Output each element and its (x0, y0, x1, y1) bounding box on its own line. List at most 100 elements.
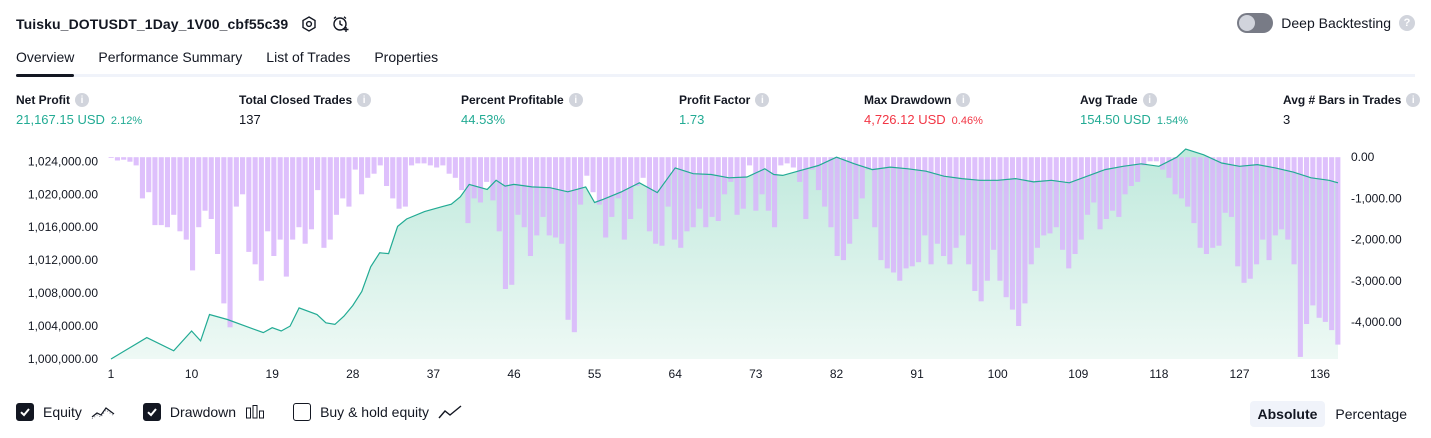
drawdown-bar (402, 157, 408, 207)
drawdown-bar (740, 157, 746, 209)
drawdown-bar (815, 157, 821, 191)
metric-value: 44.53% (461, 112, 506, 127)
drawdown-bar (784, 157, 790, 164)
legend-equity[interactable]: Equity (16, 403, 115, 421)
info-icon[interactable]: i (755, 93, 770, 107)
metric-label: Percent Profitable (461, 93, 564, 107)
drawdown-bars-icon (246, 405, 265, 419)
drawdown-bar (941, 157, 947, 256)
metric-percent: 1.54% (1156, 115, 1189, 127)
add-alert-clock-icon[interactable] (330, 13, 352, 35)
drawdown-bar (415, 157, 421, 164)
drawdown-bar (709, 157, 715, 217)
drawdown-bar (659, 157, 665, 246)
drawdown-bar (1228, 157, 1234, 217)
drawdown-bar (1291, 157, 1297, 265)
info-icon[interactable]: i (568, 93, 583, 107)
drawdown-bar (634, 157, 640, 186)
legend-drawdown[interactable]: Drawdown (142, 403, 265, 421)
drawdown-bar (1322, 157, 1328, 322)
drawdown-bar (346, 157, 352, 207)
settings-gear-icon[interactable] (298, 13, 320, 35)
drawdown-bar (190, 157, 196, 271)
info-icon[interactable]: i (75, 93, 89, 107)
drawdown-bar (1078, 157, 1084, 240)
drawdown-bar (640, 157, 646, 178)
metric-value: 4,726.12 USD (864, 112, 946, 127)
drawdown-bar (609, 157, 615, 217)
drawdown-bar (878, 157, 884, 261)
drawdown-bar (790, 157, 796, 168)
percentage-button[interactable]: Percentage (1335, 406, 1407, 422)
drawdown-bar (553, 157, 559, 238)
drawdown-bar (1047, 157, 1053, 234)
x-axis-tick-label: 55 (588, 367, 602, 381)
x-axis-tick-label: 100 (988, 367, 1008, 381)
help-icon[interactable]: ? (1399, 15, 1415, 31)
drawdown-bar (703, 157, 709, 228)
buy-hold-checkbox[interactable] (293, 403, 312, 421)
strategy-header: Tuisku_DOTUSDT_1Day_1V00_cbf55c39 (16, 12, 352, 36)
drawdown-bar (765, 157, 771, 211)
drawdown-bar (916, 157, 922, 263)
info-icon[interactable]: i (357, 93, 372, 107)
x-axis-tick-label: 91 (910, 367, 924, 381)
drawdown-bar (584, 157, 590, 176)
drawdown-bar (1260, 157, 1266, 240)
x-axis-tick-label: 127 (1229, 367, 1249, 381)
drawdown-bar (997, 157, 1003, 281)
drawdown-bar (972, 157, 978, 291)
absolute-button[interactable]: Absolute (1249, 401, 1326, 427)
left-axis-tick-label: 1,020,000.00 (28, 187, 98, 201)
drawdown-bar (1304, 157, 1310, 324)
drawdown-bar (177, 157, 183, 232)
right-axis-tick-label: -4,000.00 (1351, 315, 1402, 329)
drawdown-bar (352, 157, 358, 170)
drawdown-bar (490, 157, 496, 201)
info-icon[interactable]: i (1142, 93, 1157, 107)
tab-list-of-trades[interactable]: List of Trades (266, 49, 351, 65)
drawdown-bar (527, 157, 533, 256)
equity-checkbox[interactable] (16, 403, 34, 421)
info-icon[interactable]: i (956, 93, 971, 107)
metric-label: Avg # Bars in Trades (1283, 93, 1402, 107)
drawdown-bar (296, 157, 302, 228)
legend-buy-hold[interactable]: Buy & hold equity (293, 403, 462, 421)
drawdown-bar (1003, 157, 1009, 298)
drawdown-bar (390, 157, 396, 199)
drawdown-bar (1147, 157, 1153, 162)
legend-equity-label: Equity (43, 404, 82, 420)
drawdown-bar (1053, 157, 1059, 228)
toggle-knob (1239, 15, 1256, 31)
drawdown-bar (227, 157, 233, 328)
drawdown-bar (496, 157, 502, 232)
drawdown-bar (891, 157, 897, 273)
metric-avg-trade: Avg Trade i 154.50 USD 1.54% (1080, 93, 1188, 127)
drawdown-bar (471, 157, 477, 199)
drawdown-bar (421, 157, 427, 164)
drawdown-bar (966, 157, 972, 265)
drawdown-bar (546, 157, 552, 236)
metric-value: 21,167.15 USD (16, 112, 105, 127)
left-axis-tick-label: 1,000,000.00 (28, 352, 98, 366)
drawdown-bar (809, 157, 815, 170)
drawdown-bar (377, 157, 383, 166)
tab-performance-summary[interactable]: Performance Summary (98, 49, 243, 65)
deep-backtesting-toggle[interactable] (1237, 13, 1274, 33)
scale-toggle: Absolute Percentage (1249, 401, 1416, 427)
info-icon[interactable]: i (1406, 93, 1421, 107)
drawdown-bar (139, 157, 145, 199)
drawdown-bar (759, 157, 765, 195)
drawdown-bar (258, 157, 264, 281)
metric-percent-profitable: Percent Profitable i 44.53% (461, 93, 583, 127)
drawdown-bar (521, 157, 527, 228)
tab-properties[interactable]: Properties (374, 49, 439, 65)
drawdown-checkbox[interactable] (142, 403, 161, 421)
drawdown-bar (872, 157, 878, 228)
deep-backtesting: Deep Backtesting ? (1237, 13, 1415, 33)
drawdown-bar (114, 157, 120, 161)
drawdown-bar (897, 157, 903, 281)
drawdown-bar (434, 157, 440, 168)
drawdown-bar (1266, 157, 1272, 261)
tab-overview[interactable]: Overview (16, 44, 75, 77)
